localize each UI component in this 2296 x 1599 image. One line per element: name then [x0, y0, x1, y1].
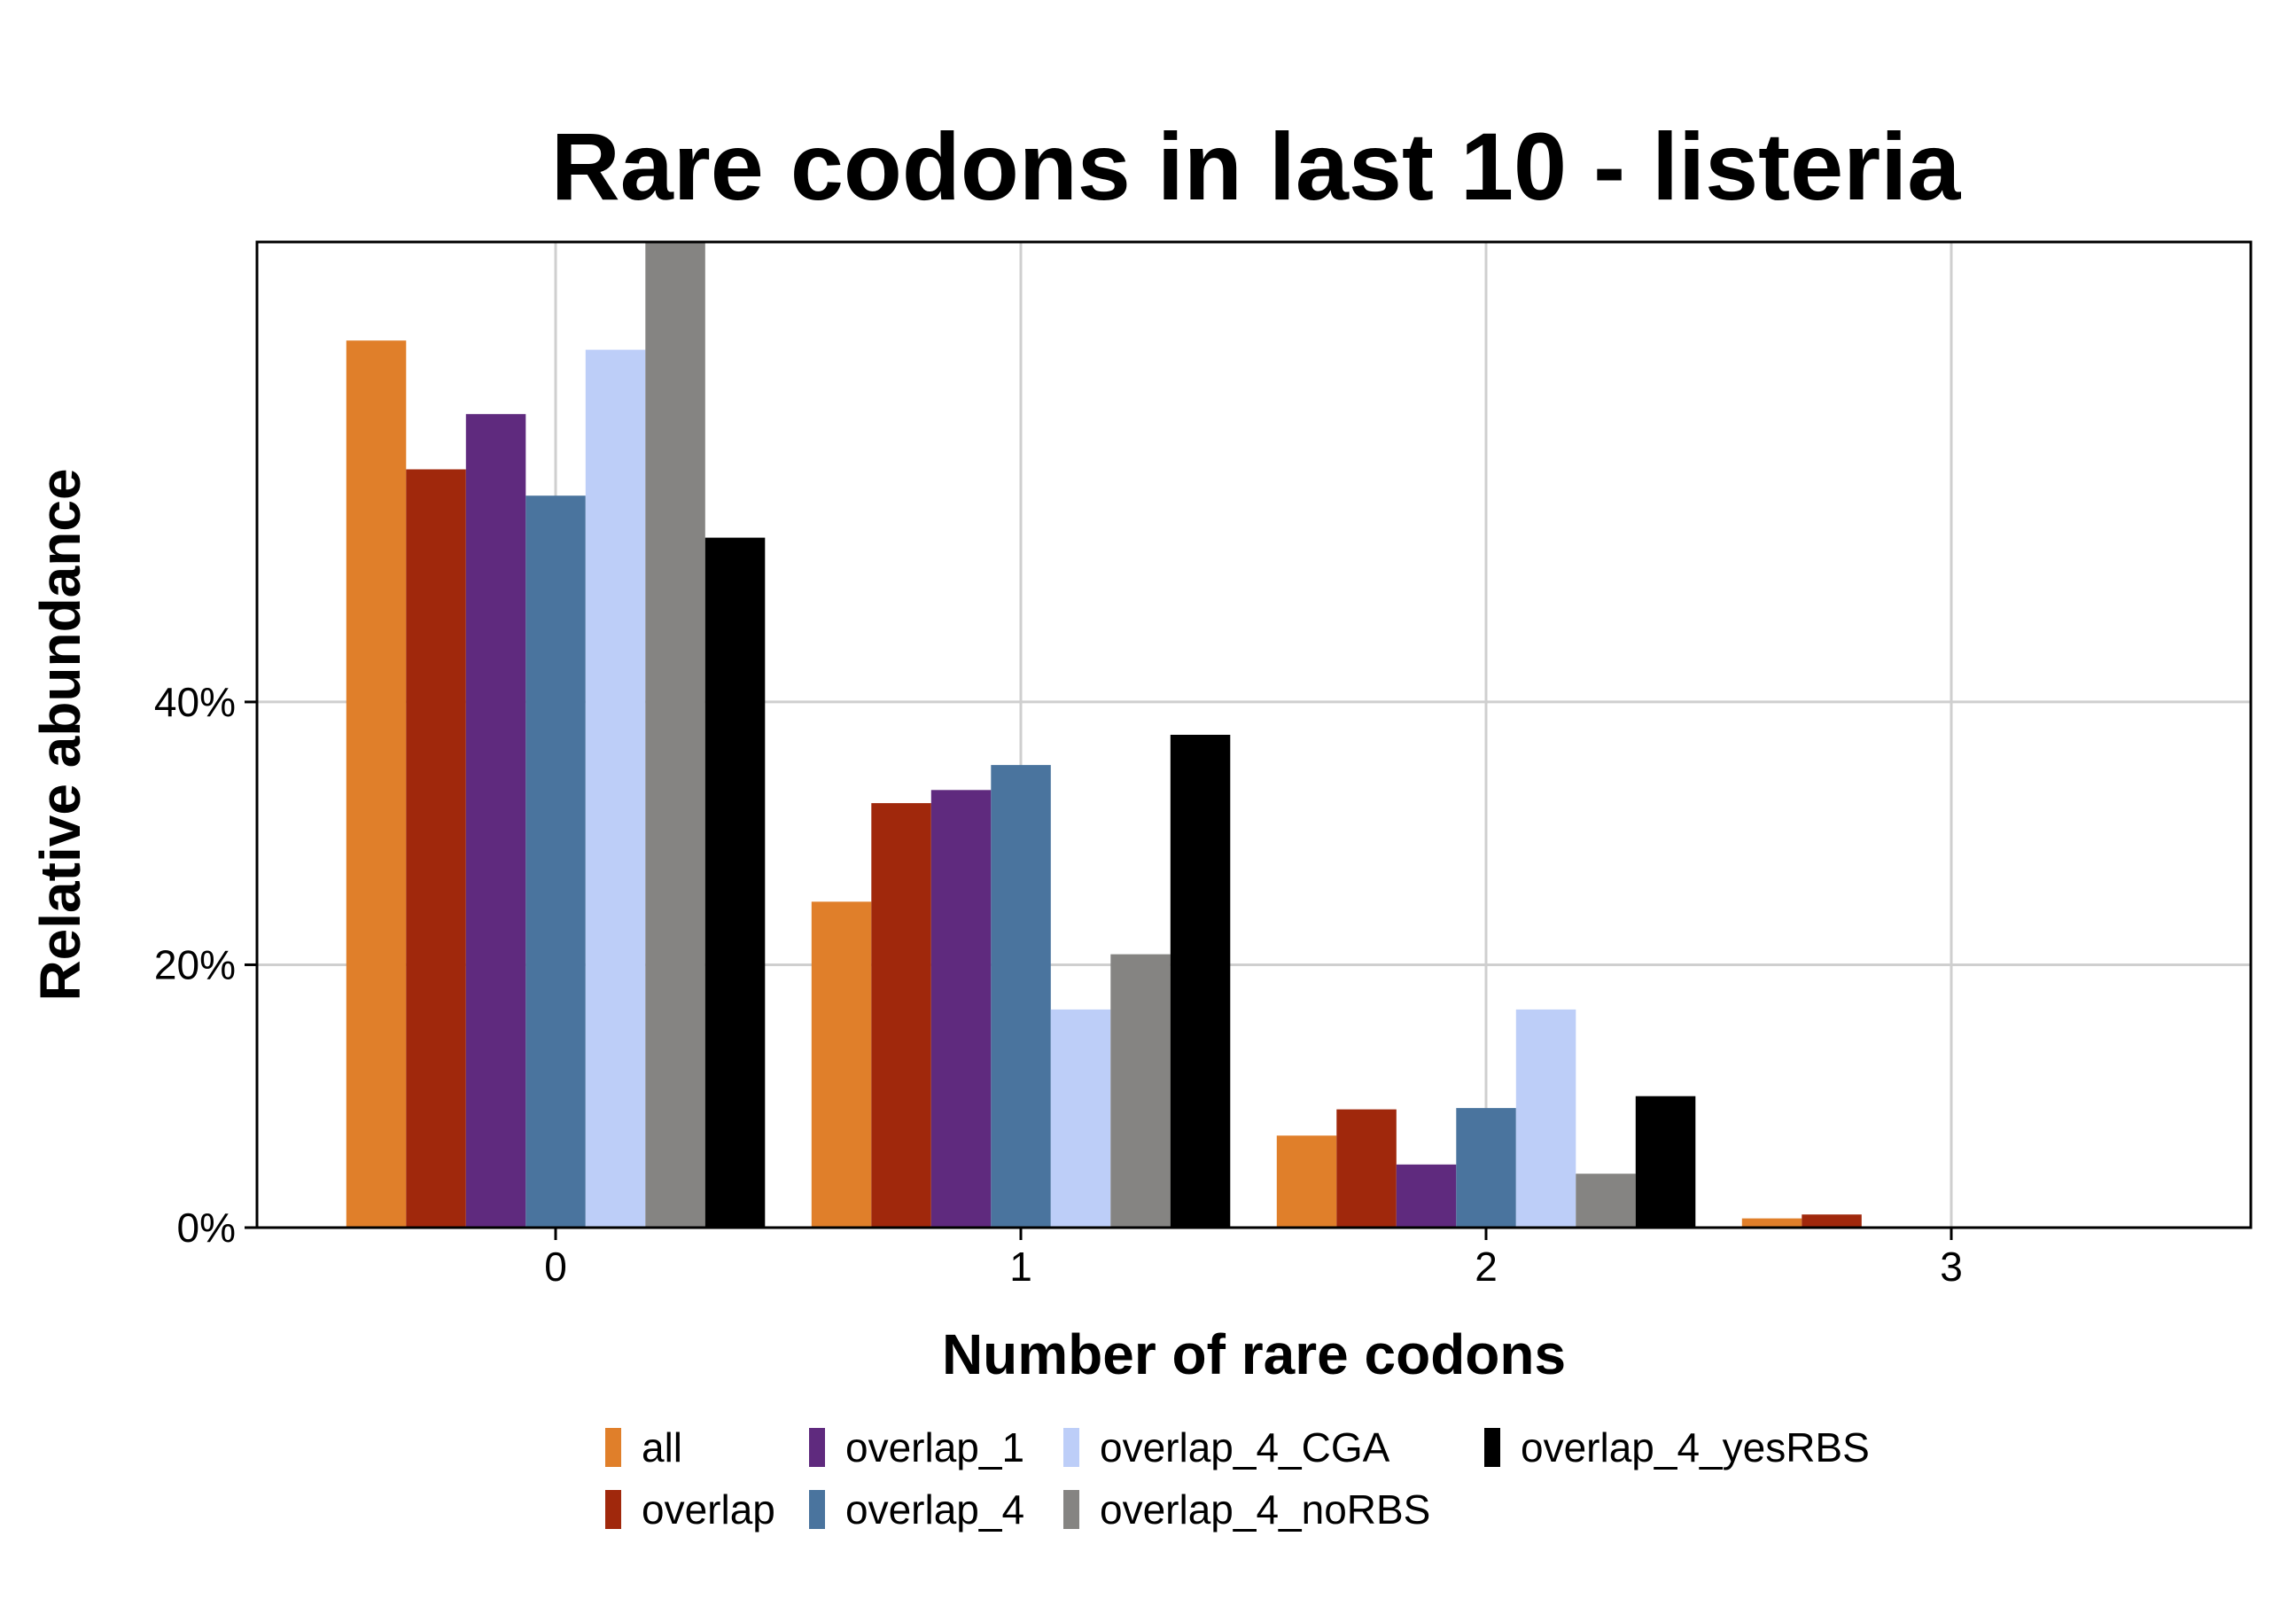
bar-all-2 [1276, 1135, 1337, 1228]
y-axis-title: Relative abundance [28, 468, 92, 1001]
x-axis: 0 1 2 3 [544, 1228, 1963, 1290]
y-tick-label-2: 40% [154, 679, 236, 725]
legend-label-overlap_4_noRBS: overlap_4_noRBS [1100, 1486, 1430, 1533]
x-tick-label-3: 3 [1940, 1244, 1963, 1290]
bar-overlap_4_yesRBS-1 [1170, 735, 1231, 1228]
legend-swatch-overlap_1 [809, 1428, 825, 1467]
legend-label-overlap_4_CGA: overlap_4_CGA [1100, 1424, 1390, 1470]
bar-overlap_1-1 [930, 790, 992, 1228]
legend-swatch-overlap_4_CGA [1063, 1428, 1079, 1467]
bars-layer [346, 242, 1862, 1228]
bar-overlap_4_yesRBS-2 [1635, 1096, 1696, 1228]
bar-overlap_4_noRBS-1 [1110, 954, 1171, 1228]
bar-overlap_4_CGA-2 [1515, 1009, 1576, 1228]
legend-label-overlap_1: overlap_1 [845, 1424, 1024, 1470]
legend-swatch-all [605, 1428, 621, 1467]
y-tick-label-0: 0% [177, 1205, 236, 1251]
bar-overlap_4_yesRBS-0 [704, 537, 766, 1228]
legend-label-overlap_4: overlap_4 [845, 1486, 1024, 1533]
bar-overlap_4_CGA-0 [585, 349, 646, 1228]
bar-overlap_4-2 [1456, 1108, 1516, 1228]
legend-swatch-overlap_4 [809, 1490, 825, 1529]
bar-overlap_1-0 [465, 414, 526, 1228]
bar-overlap-3 [1802, 1214, 1862, 1228]
bar-overlap-1 [871, 803, 931, 1228]
bar-overlap_4-0 [525, 495, 586, 1228]
bar-all-3 [1741, 1218, 1802, 1228]
y-tick-label-1: 20% [154, 941, 236, 987]
bar-all-1 [811, 901, 872, 1228]
x-tick-label-2: 2 [1475, 1244, 1498, 1290]
bar-overlap-2 [1336, 1109, 1397, 1228]
legend-label-all: all [642, 1424, 682, 1470]
y-axis: 0% 20% 40% [154, 679, 257, 1251]
legend-swatch-overlap [605, 1490, 621, 1529]
bar-all-0 [346, 340, 407, 1228]
legend-swatch-overlap_4_noRBS [1063, 1490, 1079, 1529]
chart-title: Rare codons in last 10 - listeria [551, 113, 1962, 220]
x-axis-title: Number of rare codons [942, 1322, 1566, 1386]
bar-overlap-0 [406, 469, 466, 1228]
bar-overlap_4-1 [991, 765, 1051, 1228]
bar-overlap_4_noRBS-2 [1576, 1174, 1636, 1228]
legend-swatch-overlap_4_yesRBS [1484, 1428, 1500, 1467]
x-tick-label-0: 0 [544, 1244, 567, 1290]
bar-overlap_4_CGA-1 [1050, 1009, 1111, 1228]
legend-label-overlap_4_yesRBS: overlap_4_yesRBS [1521, 1424, 1870, 1470]
bar-overlap_1-2 [1396, 1164, 1457, 1228]
x-tick-label-1: 1 [1009, 1244, 1032, 1290]
bar-overlap_4_noRBS-0 [645, 242, 705, 1228]
legend: all overlap overlap_1 overlap_4 overlap_4_CG… [605, 1424, 1870, 1533]
plot-frame [255, 240, 2253, 1229]
legend-label-overlap: overlap [642, 1486, 775, 1533]
